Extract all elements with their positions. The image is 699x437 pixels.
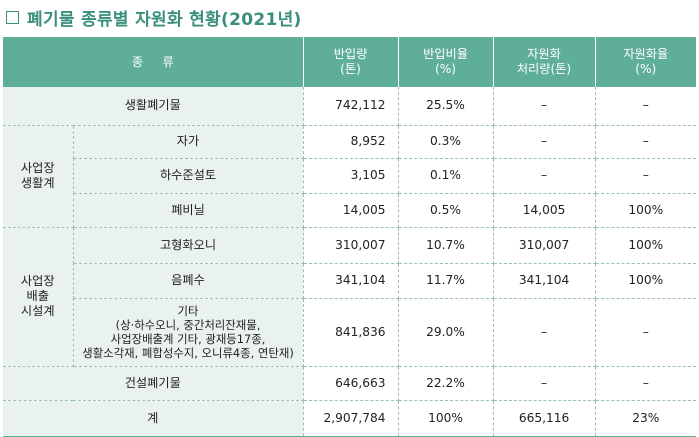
ratio-cell: 0.1%	[398, 158, 494, 194]
total-row: 계 2,907,784 100% 665,116 23%	[3, 400, 697, 437]
recycled-cell: 665,116	[493, 400, 596, 437]
ratio-cell: 0.3%	[398, 125, 494, 159]
ratio-cell: 100%	[398, 400, 494, 437]
table-row: 폐비닐 14,005 0.5% 14,005 100%	[3, 193, 697, 228]
recycled-cell: 14,005	[493, 193, 596, 228]
recycled-cell: –	[493, 158, 596, 194]
rate-cell: –	[595, 298, 697, 367]
incoming-cell: 341,104	[303, 263, 399, 299]
row-name: 생활폐기물	[3, 87, 304, 126]
header-recycle-rate: 자원화율 (%)	[595, 37, 697, 87]
incoming-cell: 14,005	[303, 193, 399, 228]
rate-cell: –	[595, 87, 697, 126]
rate-cell: –	[595, 158, 697, 194]
recycled-cell: 341,104	[493, 263, 596, 299]
incoming-cell: 3,105	[303, 158, 399, 194]
recycled-cell: –	[493, 366, 596, 401]
table-row: 사업장 생활계 자가 8,952 0.3% – –	[3, 125, 697, 228]
ratio-cell: 25.5%	[398, 87, 494, 126]
group-label-facility: 사업장 배출 시설계	[3, 227, 74, 367]
header-incoming: 반입량 (톤)	[303, 37, 399, 87]
incoming-cell: 310,007	[303, 227, 399, 264]
row-name: 음폐수	[73, 263, 304, 299]
rate-cell: 100%	[595, 263, 697, 299]
table-row: 건설폐기물 646,663 22.2% – –	[3, 366, 697, 401]
rate-cell: 100%	[595, 193, 697, 228]
page-title: 폐기물 종류별 자원화 현황(2021년)	[6, 4, 302, 30]
rate-cell: 23%	[595, 400, 697, 437]
table-row: 사업장 배출 시설계 고형화오니 310,007 10.7% 310,007 100…	[3, 227, 697, 367]
table-row: 생활폐기물 742,112 25.5% – –	[3, 87, 697, 126]
row-name: 고형화오니	[73, 227, 304, 264]
table-row: 기타 (상·하수오니, 중간처리잔재물, 사업장배출계 기타, 광재등17종, …	[3, 298, 697, 367]
recycled-cell: 310,007	[493, 227, 596, 264]
incoming-cell: 2,907,784	[303, 400, 399, 437]
ratio-cell: 11.7%	[398, 263, 494, 299]
rate-cell: 100%	[595, 227, 697, 264]
ratio-cell: 29.0%	[398, 298, 494, 367]
checkbox-square-icon	[6, 10, 19, 24]
recycled-cell: –	[493, 87, 596, 126]
group-label-biz: 사업장 생활계	[3, 125, 74, 228]
row-name-etc: 기타 (상·하수오니, 중간처리잔재물, 사업장배출계 기타, 광재등17종, …	[73, 298, 304, 367]
recycled-cell: –	[493, 298, 596, 367]
header-recycled: 자원화 처리량(톤)	[493, 37, 596, 87]
row-name: 계	[3, 400, 304, 437]
header-type: 종 류	[3, 37, 304, 87]
rate-cell: –	[595, 125, 697, 159]
waste-table: 종 류 반입량 (톤) 반입비율 (%) 자원화 처리량(톤) 자원화율 (%) 생활폐…	[3, 37, 697, 437]
ratio-cell: 0.5%	[398, 193, 494, 228]
row-name: 폐비닐	[73, 193, 304, 228]
incoming-cell: 742,112	[303, 87, 399, 126]
row-name: 하수준설토	[73, 158, 304, 194]
ratio-cell: 22.2%	[398, 366, 494, 401]
ratio-cell: 10.7%	[398, 227, 494, 264]
header-incoming-ratio: 반입비율 (%)	[398, 37, 494, 87]
incoming-cell: 841,836	[303, 298, 399, 367]
incoming-cell: 646,663	[303, 366, 399, 401]
rate-cell: –	[595, 366, 697, 401]
recycled-cell: –	[493, 125, 596, 159]
table-row: 음폐수 341,104 11.7% 341,104 100%	[3, 263, 697, 299]
incoming-cell: 8,952	[303, 125, 399, 159]
row-name: 건설폐기물	[3, 366, 304, 401]
title-text: 폐기물 종류별 자원화 현황(2021년)	[27, 9, 302, 30]
header-row: 종 류 반입량 (톤) 반입비율 (%) 자원화 처리량(톤) 자원화율 (%)	[3, 37, 697, 87]
table-row: 하수준설토 3,105 0.1% – –	[3, 158, 697, 194]
row-name: 자가	[73, 125, 304, 159]
